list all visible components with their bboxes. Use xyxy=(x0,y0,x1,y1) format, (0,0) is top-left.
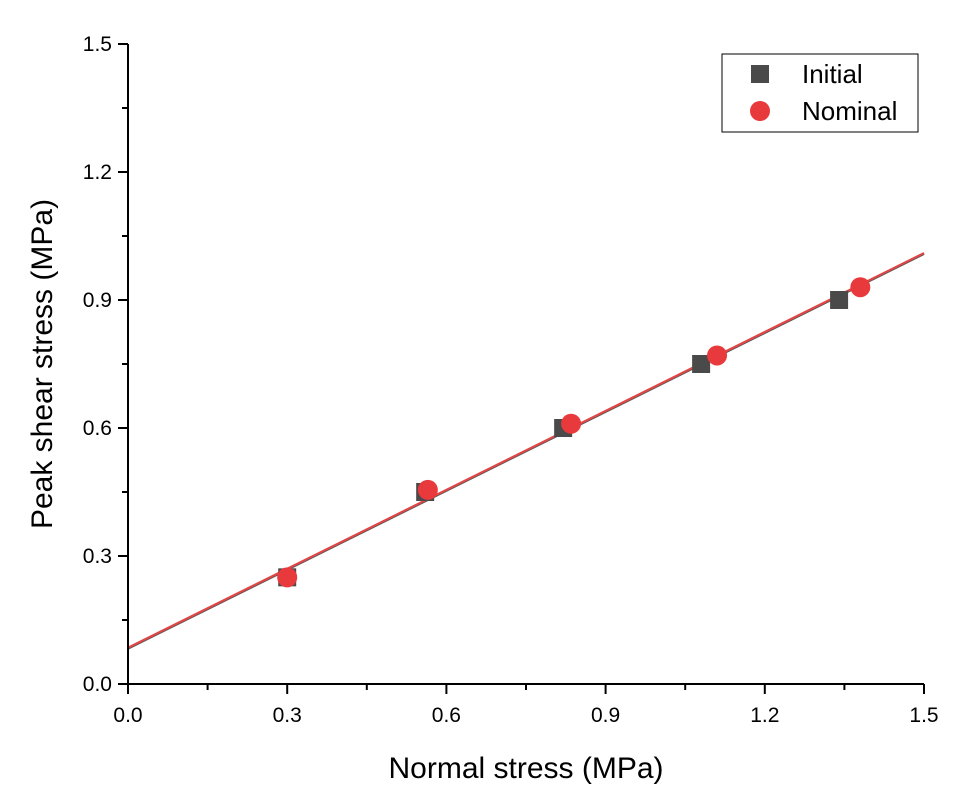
nominal-point xyxy=(561,413,582,434)
fit-lines xyxy=(127,252,925,650)
y-tick-label: 0.0 xyxy=(83,673,112,696)
nominal-point xyxy=(850,277,871,298)
x-tick-label: 1.5 xyxy=(909,704,938,727)
initial-point xyxy=(692,355,711,373)
axes: 0.0 0.3 0.6 0.9 1.2 1.5 0.0 0.3 0.6 0.9 1.2 1.5 Norm… xyxy=(26,33,939,785)
y-tick-label: 0.6 xyxy=(83,417,112,440)
nominal-point xyxy=(707,345,728,366)
x-tick-label: 1.2 xyxy=(750,704,779,727)
nominal-point xyxy=(277,567,298,588)
initial-legend-marker xyxy=(751,65,769,83)
x-axis-label: Normal stress (MPa) xyxy=(388,752,663,785)
x-tick-label: 0.3 xyxy=(273,704,302,727)
y-tick-label: 0.3 xyxy=(83,545,112,568)
legend-label: Initial xyxy=(802,59,863,89)
y-tick-label: 0.9 xyxy=(83,289,112,312)
legend-label: Nominal xyxy=(802,96,897,126)
y-tick-label: 1.5 xyxy=(83,33,112,56)
x-tick-label: 0.9 xyxy=(591,704,620,727)
fit-line-0 xyxy=(127,252,925,649)
initial-point xyxy=(830,291,849,309)
data-points xyxy=(277,277,871,588)
legend: Initial Nominal xyxy=(721,53,919,133)
y-axis-label: Peak shear stress (MPa) xyxy=(26,199,59,529)
y-tick-label: 1.2 xyxy=(83,161,112,184)
x-tick-label: 0.0 xyxy=(113,704,142,727)
nominal-legend-marker xyxy=(750,101,770,121)
nominal-point xyxy=(417,479,438,500)
x-tick-label: 0.6 xyxy=(432,704,461,727)
